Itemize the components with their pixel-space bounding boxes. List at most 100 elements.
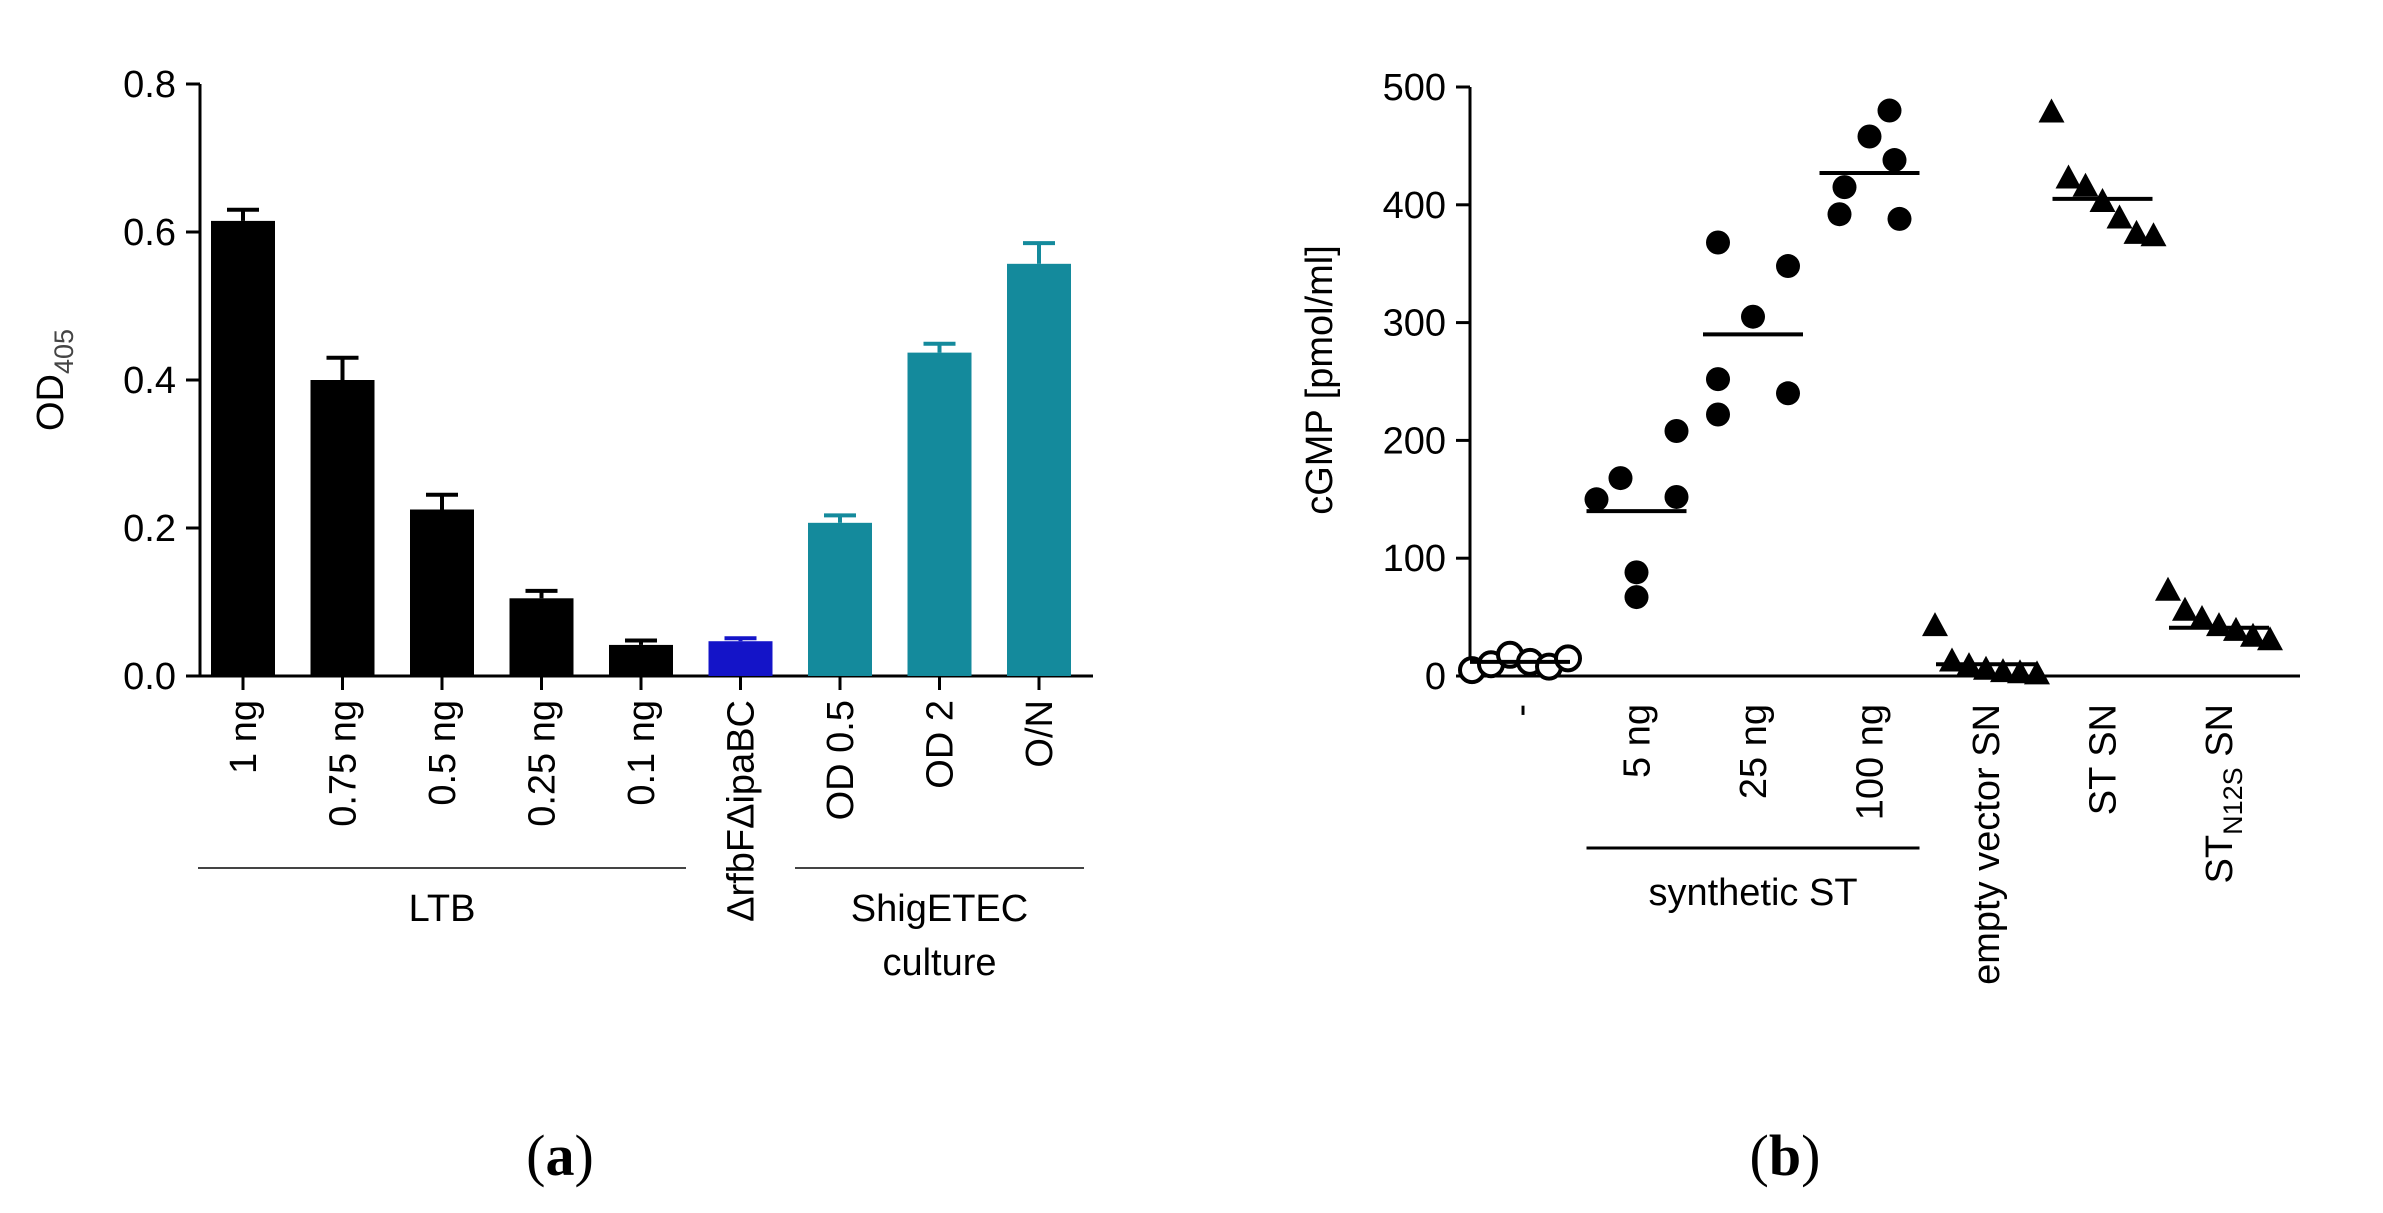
bar-2 [310, 380, 375, 676]
x-tick-label: STN12S SN [2199, 704, 2248, 883]
data-point [1706, 230, 1730, 255]
data-point [2038, 98, 2065, 123]
x-tick-label: ΔrfbFΔipaBC [721, 700, 763, 922]
y-axis-label-main: OD [30, 374, 72, 431]
bar-3 [410, 509, 474, 676]
y-tick-label: 300 [1383, 303, 1446, 345]
x-tick-label: OD 0.5 [820, 700, 862, 820]
x-tick-label-main: empty vector SN [1966, 704, 2008, 985]
chart-panel-a: 0.0 0.2 0.4 0.6 0.8 OD405 1 ng 0.75 ng 0.5 ng 0.2… [30, 64, 1093, 1188]
data-point [2172, 596, 2198, 621]
panel-label-paren: ( [526, 1123, 545, 1188]
data-point [2155, 576, 2181, 601]
x-tick-label-subscript: N12S [2218, 767, 2248, 835]
bar-4 [509, 598, 574, 676]
data-point [2072, 172, 2099, 197]
y-axis-label: cGMP [pmol/ml] [1299, 245, 1341, 515]
group-label-1: LTB [409, 888, 476, 930]
data-point [1827, 202, 1852, 227]
x-tick-label: 5 ng [1617, 704, 1659, 778]
x-tick-label: 25 ng [1733, 704, 1775, 799]
x-tick-label: empty vector SN [1966, 704, 2008, 985]
y-tick-label: 200 [1383, 420, 1446, 462]
data-point [1990, 658, 2016, 683]
y-tick-label: 0.0 [123, 656, 176, 698]
x-tick-label-main: 25 ng [1733, 704, 1775, 799]
chart-panel-b: 0 100 200 300 400 500 cGMP [pmol/ml] - 5 ng 25 ng… [1299, 67, 2300, 1188]
data-point [1554, 644, 1582, 673]
group-label-2-line2: culture [882, 942, 996, 984]
panel-label-b: (b) [1750, 1123, 1821, 1188]
data-point [1664, 418, 1689, 443]
data-point [2007, 659, 2033, 684]
panel-label-paren: ) [575, 1123, 594, 1188]
data-point [1706, 402, 1730, 427]
x-tick-label: 0.25 ng [522, 700, 564, 827]
x-tick-label-suffix: SN [2199, 704, 2241, 767]
data-point [2206, 612, 2232, 637]
bar-8 [907, 352, 972, 676]
data-point [1624, 560, 1649, 585]
y-axis-label: OD405 [30, 329, 79, 431]
data-point [1776, 254, 1800, 279]
data-point [1882, 148, 1907, 173]
data-point [1832, 175, 1857, 200]
data-point [2257, 626, 2283, 651]
data-point [1887, 206, 1912, 231]
y-tick-label: 0.2 [123, 508, 176, 550]
data-point [1664, 484, 1689, 509]
data-point [2123, 219, 2150, 244]
data-point [1857, 124, 1882, 149]
panel-label-letter: b [1769, 1123, 1801, 1188]
x-tick-label-main: ST [2199, 835, 2241, 884]
y-axis-label-subscript: 405 [49, 329, 79, 374]
group-label-2: ShigETEC [851, 888, 1028, 930]
x-tick-label: ST SN [2083, 704, 2125, 815]
x-tick-label: - [1500, 704, 1542, 717]
data-point [1741, 304, 1765, 329]
y-tick-label: 0.4 [123, 360, 176, 402]
bar-5 [609, 644, 673, 676]
data-point [1624, 585, 1649, 610]
data-point [2055, 164, 2082, 189]
x-tick-label: O/N [1019, 700, 1061, 768]
y-tick-label: 0 [1425, 656, 1446, 698]
data-point [1608, 466, 1633, 491]
panel-label-paren: ( [1750, 1123, 1769, 1188]
x-tick-label: OD 2 [920, 700, 962, 789]
x-tick-label-main: 100 ng [1850, 704, 1892, 820]
y-tick-label: 500 [1383, 67, 1446, 109]
x-tick-label-main: - [1500, 704, 1542, 717]
bar-1 [211, 220, 275, 676]
x-tick-label: 0.5 ng [422, 700, 464, 806]
x-tick-label: 0.1 ng [621, 700, 663, 806]
bar-9 [1007, 263, 1071, 676]
data-point [1706, 367, 1730, 392]
data-point [1776, 381, 1800, 406]
data-point [2024, 660, 2050, 685]
group-label-synthetic-st: synthetic ST [1648, 872, 1857, 914]
y-tick-label: 100 [1383, 538, 1446, 580]
panel-label-a: (a) [526, 1123, 594, 1188]
x-tick-label: 100 ng [1850, 704, 1892, 820]
data-point [1877, 98, 1902, 123]
data-point [2106, 204, 2133, 229]
x-tick-label-main: 5 ng [1617, 704, 1659, 778]
data-point [1922, 612, 1948, 637]
data-point [2140, 222, 2167, 247]
data-point [1973, 655, 1999, 680]
y-tick-label: 0.8 [123, 64, 176, 106]
panel-label-letter: a [546, 1123, 575, 1188]
x-tick-label-main: ST SN [2083, 704, 2125, 815]
y-tick-label: 400 [1383, 185, 1446, 227]
data-point [1584, 487, 1609, 512]
data-point [2189, 605, 2215, 630]
bar-7 [808, 522, 872, 676]
panel-label-paren: ) [1801, 1123, 1820, 1188]
data-point [2240, 622, 2266, 647]
bar-6 [708, 641, 773, 676]
y-tick-label: 0.6 [123, 212, 176, 254]
x-tick-label: 0.75 ng [323, 700, 365, 827]
x-tick-label: 1 ng [223, 700, 265, 774]
